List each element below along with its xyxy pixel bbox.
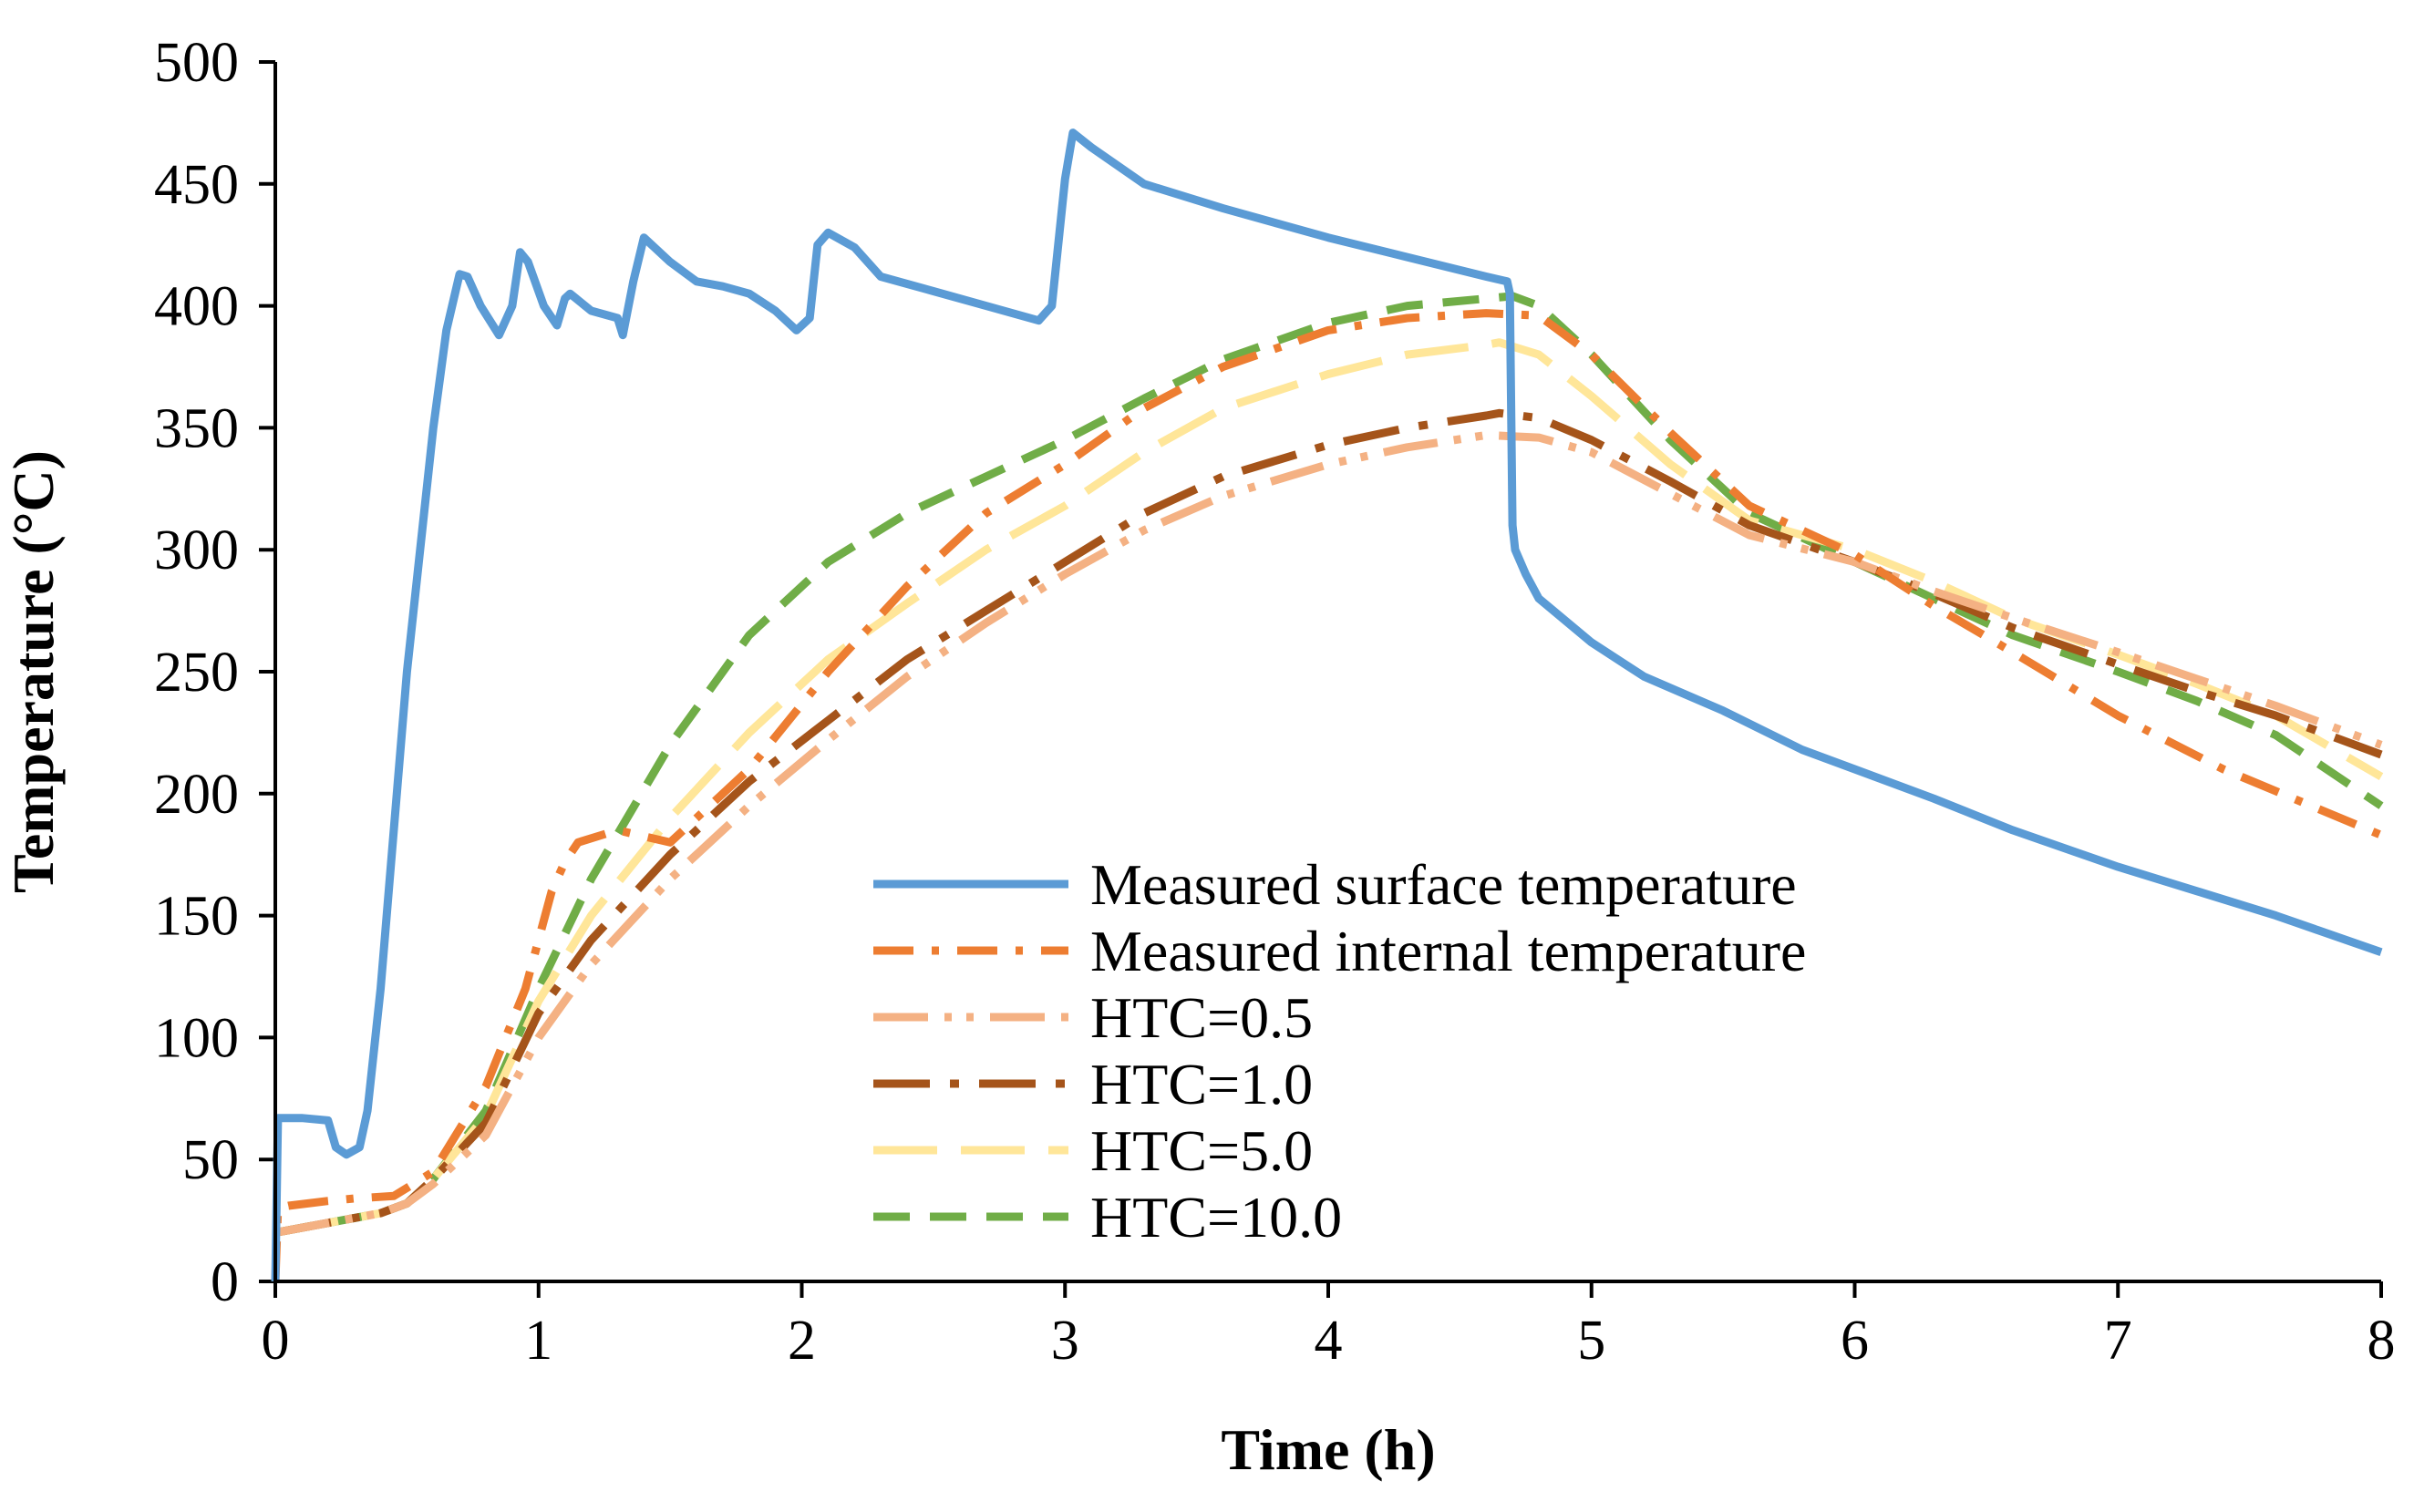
legend-label-0: Measured surface temperature bbox=[1090, 852, 1797, 917]
series-line-0 bbox=[271, 129, 2383, 1282]
y-tick-label: 0 bbox=[211, 1251, 239, 1313]
series-line-5 bbox=[274, 292, 2384, 1237]
x-tick-label: 3 bbox=[1051, 1310, 1079, 1372]
series-layer bbox=[271, 129, 2384, 1282]
legend-label-3: HTC=1.0 bbox=[1090, 1052, 1313, 1116]
x-tick-label: 6 bbox=[1841, 1310, 1869, 1372]
x-axis-ticks: 0 1 2 3 4 5 6 7 8 bbox=[262, 1281, 2396, 1372]
legend-label-2: HTC=0.5 bbox=[1090, 985, 1313, 1050]
y-tick-label: 400 bbox=[154, 276, 239, 338]
series-line-4 bbox=[274, 338, 2384, 1237]
x-tick-label: 1 bbox=[524, 1310, 552, 1372]
y-tick-label: 200 bbox=[154, 764, 239, 826]
legend-label-1: Measured internal temperature bbox=[1090, 919, 1806, 983]
x-tick-label: 8 bbox=[2368, 1310, 2396, 1372]
y-tick-label: 450 bbox=[154, 154, 239, 216]
x-tick-label: 2 bbox=[788, 1310, 816, 1372]
y-tick-label: 300 bbox=[154, 519, 239, 581]
x-tick-label: 5 bbox=[1577, 1310, 1605, 1372]
x-tick-label: 7 bbox=[2104, 1310, 2132, 1372]
y-tick-label: 50 bbox=[182, 1129, 239, 1191]
x-tick-label: 0 bbox=[262, 1310, 290, 1372]
y-axis-ticks: 0 50 100 150 200 250 300 350 400 450 500 bbox=[154, 32, 275, 1313]
series-line-1 bbox=[271, 309, 2383, 1282]
x-tick-label: 4 bbox=[1315, 1310, 1343, 1372]
legend-label-4: HTC=5.0 bbox=[1090, 1118, 1313, 1183]
y-tick-label: 500 bbox=[154, 32, 239, 94]
y-tick-label: 100 bbox=[154, 1007, 239, 1069]
y-axis-title: Temperature (°C) bbox=[1, 450, 66, 893]
y-tick-label: 250 bbox=[154, 642, 239, 704]
series-line-2 bbox=[274, 430, 2383, 1237]
series-line-3 bbox=[274, 408, 2383, 1237]
legend-label-5: HTC=10.0 bbox=[1090, 1185, 1342, 1250]
y-tick-label: 350 bbox=[154, 397, 239, 459]
x-axis-title: Time (h) bbox=[1221, 1417, 1435, 1482]
y-tick-label: 150 bbox=[154, 886, 239, 948]
